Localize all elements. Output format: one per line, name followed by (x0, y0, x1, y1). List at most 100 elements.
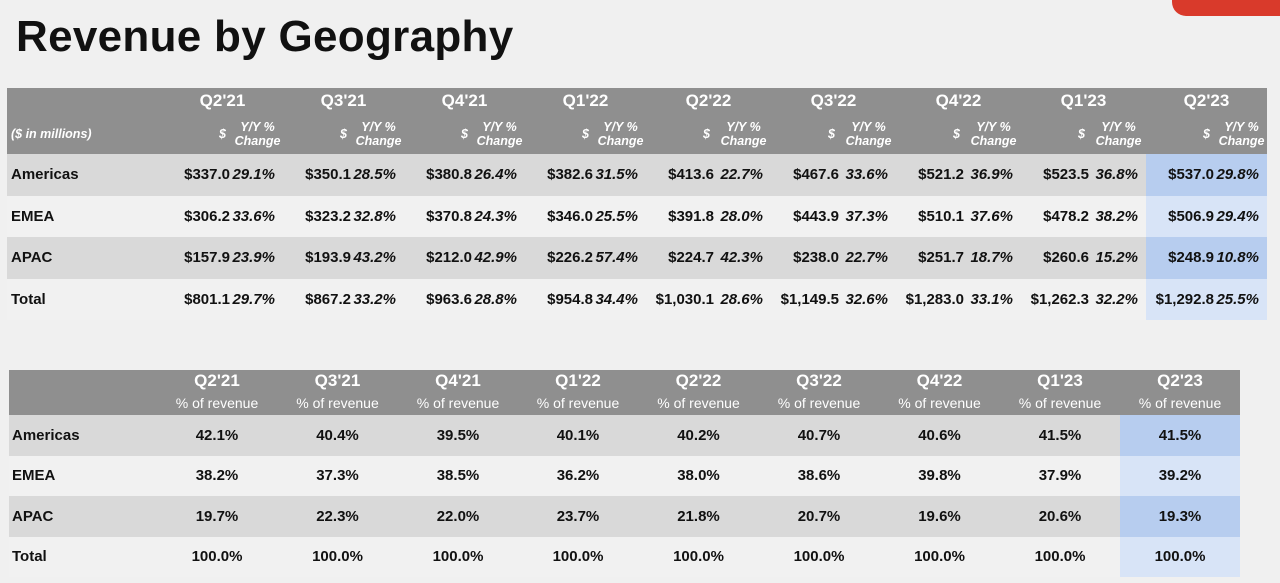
revenue-cell: $1,292.8 (1146, 278, 1216, 320)
revenue-cell: $226.2 (525, 237, 595, 279)
percent-of-revenue-header: % of revenue (879, 391, 1000, 415)
yoy-change-cell: 22.7% (716, 154, 771, 196)
quarter-header: Q1'22 (525, 88, 646, 114)
header-empty-cell (9, 391, 157, 415)
percent-cell: 100.0% (1000, 536, 1120, 577)
revenue-cell: $212.0 (404, 237, 474, 279)
yoy-change-cell: 25.5% (595, 195, 646, 237)
table-row: Americas $337.0 29.1% $350.1 28.5% $380.8 26.4… (7, 154, 1267, 196)
quarter-header: Q3'22 (771, 88, 896, 114)
yoy-change-cell: 57.4% (595, 237, 646, 279)
percent-of-revenue-header: % of revenue (518, 391, 638, 415)
yoy-label-line2: Change (1095, 134, 1142, 148)
percent-cell: 20.7% (759, 496, 879, 537)
percent-cell: 23.7% (518, 496, 638, 537)
revenue-cell: $523.5 (1021, 154, 1091, 196)
yoy-label-line1: Y/Y % (482, 120, 517, 134)
quarter-header: Q2'22 (638, 370, 759, 391)
quarter-header: Q2'21 (157, 370, 277, 391)
yoy-change-cell: 32.2% (1091, 278, 1146, 320)
yoy-label-line1: Y/Y % (240, 120, 275, 134)
yoy-change-header: Y/Y % Change (1216, 114, 1267, 154)
yoy-change-cell: 34.4% (595, 278, 646, 320)
revenue-cell: $443.9 (771, 195, 841, 237)
revenue-cell: $391.8 (646, 195, 716, 237)
currency-header: $ (771, 114, 841, 154)
yoy-label-line2: Change (234, 134, 281, 148)
yoy-change-cell: 33.6% (841, 154, 896, 196)
percent-cell: 100.0% (157, 536, 277, 577)
revenue-cell: $1,149.5 (771, 278, 841, 320)
revenue-cell: $260.6 (1021, 237, 1091, 279)
revenue-cell: $382.6 (525, 154, 595, 196)
yoy-label-line2: Change (720, 134, 767, 148)
revenue-cell: $801.1 (162, 278, 232, 320)
table-row: APAC $157.9 23.9% $193.9 43.2% $212.0 42.9% $22… (7, 237, 1267, 279)
table-row: APAC 19.7% 22.3% 22.0% 23.7% 21.8% 20.7% 19.6% 2… (9, 496, 1240, 537)
percent-cell: 22.3% (277, 496, 398, 537)
quarter-header: Q2'23 (1120, 370, 1240, 391)
yoy-change-cell: 10.8% (1216, 237, 1267, 279)
percent-of-revenue-header: % of revenue (1000, 391, 1120, 415)
revenue-cell: $350.1 (283, 154, 353, 196)
percent-cell: 100.0% (759, 536, 879, 577)
percent-cell: 40.2% (638, 415, 759, 456)
currency-header: $ (1021, 114, 1091, 154)
yoy-change-header: Y/Y % Change (232, 114, 283, 154)
yoy-change-header: Y/Y % Change (595, 114, 646, 154)
revenue-cell: $478.2 (1021, 195, 1091, 237)
yoy-label-line2: Change (970, 134, 1017, 148)
yoy-change-cell: 43.2% (353, 237, 404, 279)
revenue-cell: $467.6 (771, 154, 841, 196)
percent-cell: 100.0% (518, 536, 638, 577)
currency-header: $ (1146, 114, 1216, 154)
yoy-change-cell: 18.7% (966, 237, 1021, 279)
percent-cell: 19.3% (1120, 496, 1240, 537)
percent-cell: 22.0% (398, 496, 518, 537)
yoy-change-cell: 24.3% (474, 195, 525, 237)
yoy-change-cell: 23.9% (232, 237, 283, 279)
revenue-cell: $193.9 (283, 237, 353, 279)
revenue-cell: $963.6 (404, 278, 474, 320)
currency-header: $ (162, 114, 232, 154)
revenue-cell: $521.2 (896, 154, 966, 196)
percent-cell: 40.6% (879, 415, 1000, 456)
percent-cell: 19.6% (879, 496, 1000, 537)
yoy-change-header: Y/Y % Change (716, 114, 771, 154)
percent-cell: 39.8% (879, 455, 1000, 496)
header-row: Q2'21 Q3'21 Q4'21 Q1'22 Q2'22 Q3'22 Q4'22 Q1'23… (7, 88, 1267, 114)
percent-cell: 100.0% (638, 536, 759, 577)
percent-cell: 100.0% (277, 536, 398, 577)
quarter-header: Q1'23 (1021, 88, 1146, 114)
percent-cell: 41.5% (1120, 415, 1240, 456)
yoy-change-cell: 36.9% (966, 154, 1021, 196)
yoy-change-cell: 28.8% (474, 278, 525, 320)
yoy-change-header: Y/Y % Change (1091, 114, 1146, 154)
subheader-row: % of revenue% of revenue% of revenue% of… (9, 391, 1240, 415)
yoy-change-cell: 37.6% (966, 195, 1021, 237)
quarter-header: Q3'21 (277, 370, 398, 391)
revenue-cell: $251.7 (896, 237, 966, 279)
revenue-cell: $510.1 (896, 195, 966, 237)
percent-of-revenue-header: % of revenue (638, 391, 759, 415)
yoy-label-line1: Y/Y % (851, 120, 886, 134)
revenue-cell: $337.0 (162, 154, 232, 196)
yoy-label-line2: Change (476, 134, 523, 148)
yoy-label-line2: Change (597, 134, 644, 148)
percent-of-revenue-header: % of revenue (398, 391, 518, 415)
yoy-change-header: Y/Y % Change (841, 114, 896, 154)
quarter-header: Q3'22 (759, 370, 879, 391)
row-label: Americas (7, 154, 162, 196)
row-label: APAC (7, 237, 162, 279)
percent-cell: 36.2% (518, 455, 638, 496)
yoy-change-header: Y/Y % Change (353, 114, 404, 154)
yoy-change-cell: 36.8% (1091, 154, 1146, 196)
quarter-header: Q2'21 (162, 88, 283, 114)
header-row: Q2'21 Q3'21 Q4'21 Q1'22 Q2'22 Q3'22 Q4'22 Q1'23… (9, 370, 1240, 391)
yoy-label-line1: Y/Y % (976, 120, 1011, 134)
revenue-by-geography-table: Q2'21 Q3'21 Q4'21 Q1'22 Q2'22 Q3'22 Q4'22 Q1'23… (7, 88, 1267, 320)
row-label: Total (9, 536, 157, 577)
table-row: Total $801.1 29.7% $867.2 33.2% $963.6 28.8% $9… (7, 278, 1267, 320)
page-title: Revenue by Geography (16, 12, 514, 61)
quarter-header: Q2'22 (646, 88, 771, 114)
